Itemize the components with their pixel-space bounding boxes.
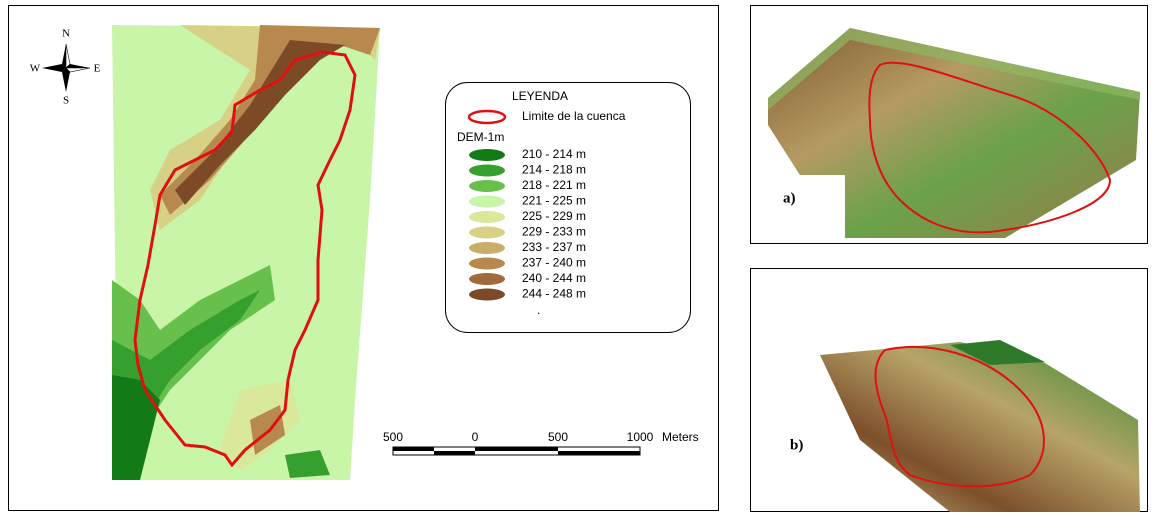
- legend-title: LEYENDA: [512, 89, 568, 103]
- scale-tick-label: 1000: [627, 430, 654, 444]
- dem-map: [112, 25, 380, 480]
- scale-tick-label: 0: [472, 430, 479, 444]
- legend-swatch: [469, 227, 505, 239]
- compass: [42, 44, 90, 92]
- panel-b-render: [820, 340, 1140, 512]
- legend-swatch: [469, 273, 505, 285]
- figure: N S E W LEYENDA Limite de la cuenca DEM-…: [0, 0, 1152, 515]
- legend-swatch: [469, 196, 505, 208]
- legend-swatch: [469, 165, 505, 177]
- panel-a-label: a): [783, 190, 796, 206]
- legend-label: 214 - 218 m: [522, 163, 586, 177]
- panel-b-label: b): [790, 437, 803, 453]
- compass-n: N: [62, 28, 70, 40]
- legend-label: 225 - 229 m: [522, 209, 586, 223]
- compass-s: S: [63, 95, 69, 107]
- scale-tick-label: 500: [383, 430, 403, 444]
- compass-w: W: [30, 63, 41, 75]
- boundary-label: Limite de la cuenca: [522, 109, 626, 123]
- scale-bar: [393, 447, 640, 455]
- legend-swatch: [469, 289, 505, 301]
- legend-label: 237 - 240 m: [522, 256, 586, 270]
- legend-label: 221 - 225 m: [522, 194, 586, 208]
- panel-a-render: [760, 28, 1140, 243]
- legend-swatch: [469, 242, 505, 254]
- dem-title: DEM-1m: [457, 130, 504, 144]
- legend-label: 240 - 244 m: [522, 271, 586, 285]
- legend-swatch: [469, 180, 505, 192]
- compass-e: E: [94, 63, 101, 75]
- legend-label: 218 - 221 m: [522, 178, 586, 192]
- legend-swatch: [469, 149, 505, 161]
- legend-label: 233 - 237 m: [522, 240, 586, 254]
- legend-label: 244 - 248 m: [522, 287, 586, 301]
- scale-unit: Meters: [662, 430, 699, 444]
- legend-label: 210 - 214 m: [522, 147, 586, 161]
- scale-tick-label: 500: [548, 430, 568, 444]
- legend-label: 229 - 233 m: [522, 225, 586, 239]
- legend-swatch: [469, 211, 505, 223]
- legend-swatch: [469, 258, 505, 270]
- legend-note: .: [537, 303, 540, 317]
